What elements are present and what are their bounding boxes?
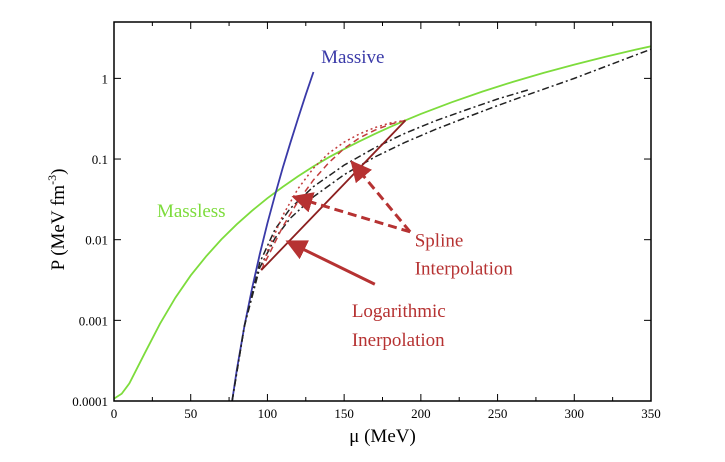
- x-tick-label: 50: [184, 406, 197, 421]
- x-tick-label: 100: [258, 406, 278, 421]
- annotation-label-1: Massless: [157, 201, 226, 222]
- x-tick-label: 200: [411, 406, 431, 421]
- x-tick-label: 150: [334, 406, 354, 421]
- annotation-label-2: Spline: [415, 231, 464, 252]
- series-line-2: [231, 48, 651, 401]
- annotation-label-3: Interpolation: [415, 259, 514, 280]
- series-layer: [114, 45, 651, 401]
- x-tick-label: 350: [641, 406, 661, 421]
- y-axis-title: P (MeV fm-3): [45, 169, 69, 271]
- annotation-arrow-0: [350, 160, 412, 233]
- series-line-1: [231, 71, 315, 401]
- y-axis-title-superscript: -3: [45, 175, 59, 185]
- arrow-layer: [285, 160, 412, 286]
- series-line-3: [231, 89, 529, 401]
- y-axis-title-close: ): [48, 169, 69, 175]
- series-line-6: [260, 119, 407, 271]
- annotation-label-5: Inerpolation: [352, 330, 445, 351]
- x-tick-label: 300: [565, 406, 585, 421]
- x-tick-label: 0: [111, 406, 118, 421]
- y-tick-label: 0.001: [79, 313, 108, 328]
- x-tick-label: 250: [488, 406, 508, 421]
- y-axis-title-main: P (MeV fm: [48, 185, 69, 271]
- y-tick-label: 0.0001: [72, 394, 108, 409]
- y-tick-label: 0.1: [92, 152, 108, 167]
- series-line-4: [260, 119, 406, 271]
- annotation-label-0: Massive: [321, 47, 384, 68]
- annotation-layer: Massive Massless Spline Interpolation Logari…: [157, 47, 513, 351]
- tick-layer: 0 50 100 150 200 250 300 350 0.0001 0.001 0.01 0.1 1: [72, 22, 661, 421]
- plot-area: 0 50 100 150 200 250 300 350 0.0001 0.001 0.01 0.1 1…: [72, 21, 661, 421]
- x-axis-title: μ (MeV): [349, 426, 416, 447]
- series-line-0: [114, 45, 651, 400]
- y-tick-label: 0.01: [85, 233, 108, 248]
- y-tick-label: 1: [102, 71, 109, 86]
- annotation-label-4: Logarithmic: [352, 301, 446, 322]
- annotation-arrow-1: [291, 192, 411, 234]
- annotation-arrow-2: [285, 240, 376, 286]
